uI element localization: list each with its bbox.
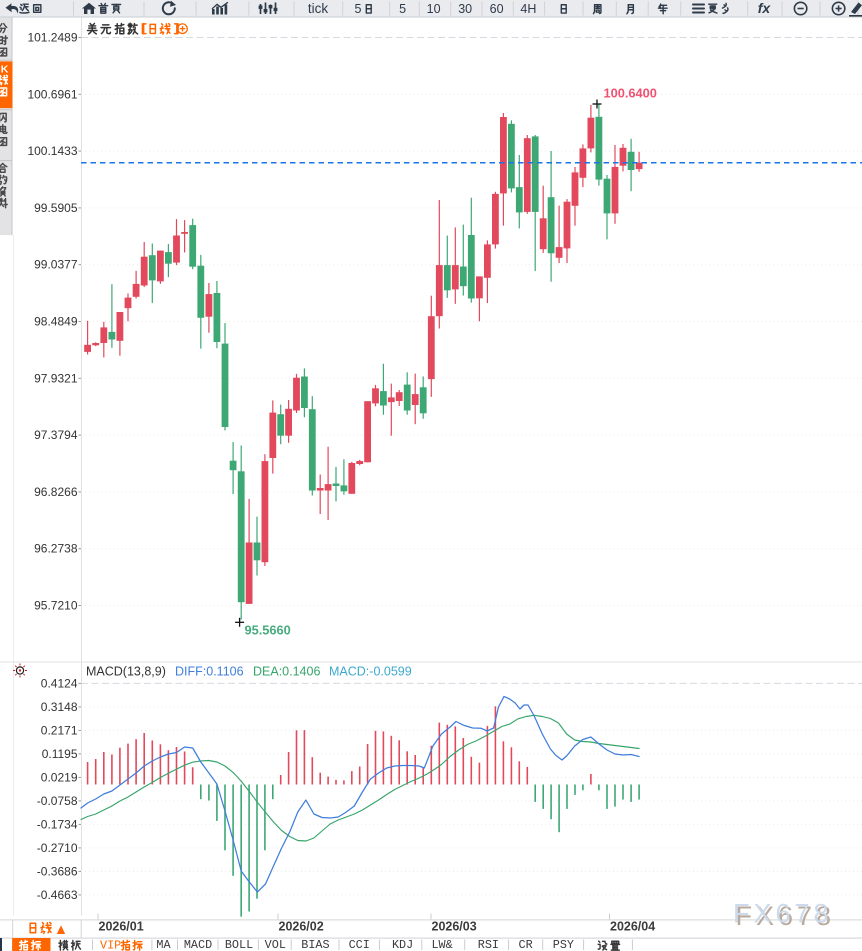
svg-text:95.7210: 95.7210 — [34, 599, 78, 613]
svg-text:BOLL: BOLL — [225, 938, 253, 951]
svg-text:10: 10 — [427, 2, 441, 16]
svg-text:4H: 4H — [520, 2, 536, 16]
svg-text:CCI: CCI — [349, 938, 370, 951]
svg-text:CR: CR — [519, 938, 533, 951]
svg-text:0.3148: 0.3148 — [41, 700, 78, 714]
svg-text:VIP: VIP — [100, 938, 121, 951]
svg-text:101.2489: 101.2489 — [27, 31, 77, 45]
svg-text:-0.4663: -0.4663 — [37, 888, 78, 902]
svg-text:0.2171: 0.2171 — [41, 723, 78, 737]
svg-text:2026/04: 2026/04 — [610, 920, 655, 934]
svg-text:K: K — [1, 64, 9, 76]
svg-text:0.0219: 0.0219 — [41, 770, 78, 784]
svg-text:0.4124: 0.4124 — [41, 676, 78, 690]
svg-text:2026/03: 2026/03 — [432, 920, 477, 934]
svg-text:2026/01: 2026/01 — [99, 920, 144, 934]
svg-text:100.6400: 100.6400 — [604, 86, 657, 101]
svg-text:100.6961: 100.6961 — [27, 87, 77, 101]
svg-text:-0.0758: -0.0758 — [37, 794, 78, 808]
svg-text:MACD:-0.0599: MACD:-0.0599 — [329, 665, 412, 679]
svg-text:DEA:0.1406: DEA:0.1406 — [253, 665, 320, 679]
svg-text:VOL: VOL — [265, 938, 286, 951]
svg-text:-0.1734: -0.1734 — [37, 817, 78, 831]
svg-text:DIFF:0.1106: DIFF:0.1106 — [175, 665, 244, 679]
svg-text:0.1195: 0.1195 — [42, 747, 78, 761]
svg-text:95.5660: 95.5660 — [245, 622, 291, 637]
svg-text:LW&: LW& — [431, 938, 452, 951]
svg-text:99.0377: 99.0377 — [34, 258, 78, 272]
svg-text:97.9321: 97.9321 — [34, 371, 78, 385]
svg-text:60: 60 — [490, 2, 504, 16]
svg-text:-0.2710: -0.2710 — [37, 841, 78, 855]
svg-text:MA: MA — [156, 938, 171, 951]
svg-text:FX678: FX678 — [733, 899, 833, 929]
svg-text:-0.3686: -0.3686 — [37, 864, 78, 878]
svg-text:KDJ: KDJ — [392, 938, 413, 951]
svg-text:98.4849: 98.4849 — [34, 315, 78, 329]
svg-text:RSI: RSI — [478, 938, 499, 951]
svg-text:96.2738: 96.2738 — [34, 542, 78, 556]
svg-text:5: 5 — [399, 2, 406, 16]
svg-text:fx: fx — [758, 0, 772, 16]
svg-text:MACD(13,8,9): MACD(13,8,9) — [86, 665, 166, 679]
svg-text:30: 30 — [458, 2, 472, 16]
svg-text:99.5905: 99.5905 — [34, 201, 78, 215]
svg-text:MACD: MACD — [184, 938, 212, 951]
svg-text:2026/02: 2026/02 — [279, 920, 324, 934]
svg-text:96.8266: 96.8266 — [34, 485, 78, 499]
svg-text:97.3794: 97.3794 — [34, 428, 78, 442]
svg-text:tick: tick — [308, 1, 329, 16]
svg-text:BIAS: BIAS — [301, 938, 329, 951]
svg-text:PSY: PSY — [553, 938, 574, 951]
svg-text:100.1433: 100.1433 — [27, 144, 77, 158]
svg-text:5: 5 — [355, 2, 362, 16]
svg-text:FX678: FX678 — [736, 901, 836, 931]
